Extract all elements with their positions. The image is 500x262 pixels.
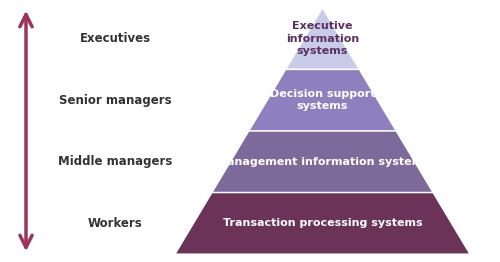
Polygon shape [175,193,470,254]
Text: Decision support
systems: Decision support systems [270,89,375,111]
Text: Transaction processing systems: Transaction processing systems [222,218,422,228]
Polygon shape [212,131,433,193]
Text: Management information systems: Management information systems [216,157,430,167]
Text: Middle managers: Middle managers [58,155,172,168]
Text: Executive
information
systems: Executive information systems [286,21,359,56]
Text: Executives: Executives [80,32,150,45]
Text: Workers: Workers [88,217,142,230]
Polygon shape [286,8,360,69]
Polygon shape [249,69,396,131]
Text: Senior managers: Senior managers [58,94,172,107]
